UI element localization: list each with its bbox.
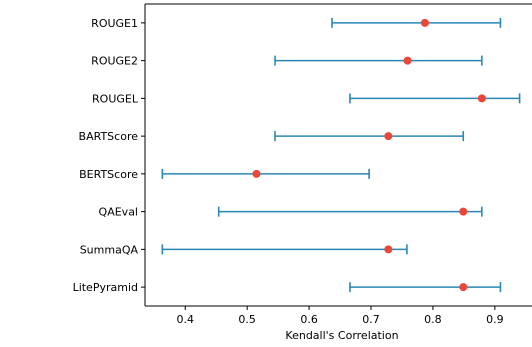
x-tick-label: 0.5 <box>238 313 256 326</box>
y-tick-label: QAEval <box>99 206 138 219</box>
y-tick-label: ROUGE1 <box>91 17 138 30</box>
x-axis-label: Kendall's Correlation <box>285 329 398 342</box>
y-tick-label: BERTScore <box>79 168 138 181</box>
errorbars-layer <box>161 17 521 293</box>
y-tick-label: LitePyramid <box>73 281 138 294</box>
y-tick-label: ROUGE2 <box>91 55 138 68</box>
y-tick-label: SummaQA <box>80 243 139 256</box>
data-point <box>403 56 412 65</box>
y-tick-label: ROUGEL <box>92 92 139 105</box>
data-point <box>384 245 393 254</box>
x-tick-label: 0.4 <box>176 313 194 326</box>
data-point <box>459 207 468 216</box>
points-layer <box>252 18 486 292</box>
data-point <box>477 94 486 103</box>
data-point <box>420 18 429 27</box>
axes-layer: ROUGE1 ROUGE2 ROUGEL BARTScore BERTScore QAEv… <box>73 3 532 326</box>
x-tick-label: 0.6 <box>300 313 318 326</box>
x-tick-label: 0.7 <box>362 313 380 326</box>
data-point <box>384 132 393 141</box>
x-tick-label: 0.8 <box>424 313 442 326</box>
y-tick-label: BARTScore <box>79 130 139 143</box>
x-tick-label: 0.9 <box>486 313 504 326</box>
data-point <box>252 169 261 178</box>
data-point <box>459 283 468 292</box>
